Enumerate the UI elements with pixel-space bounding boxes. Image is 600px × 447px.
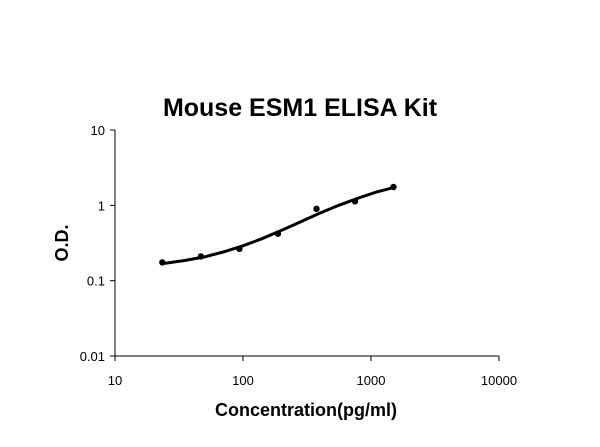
data-point [390,183,397,191]
tick-labels: 10 100 1000 10000 10 1 0.1 0.01 [80,123,517,388]
x-tick-label: 10000 [481,373,517,388]
fit-curve [162,186,394,266]
x-axis-label: Concentration(pg/ml) [215,400,397,420]
x-tick-label: 10 [108,373,122,388]
x-tick-label: 1000 [357,373,386,388]
data-point [274,230,282,237]
data-point [159,259,166,266]
y-tick-label: 0.1 [87,274,105,289]
y-axis-label: O.D. [52,224,72,261]
data-point [236,245,243,252]
y-tick-label: 1 [98,198,105,213]
y-tick-label: 0.01 [80,349,105,364]
data-points [159,183,397,266]
data-point [197,253,205,260]
data-point [313,205,320,212]
chart-title: Mouse ESM1 ELISA Kit [163,94,438,122]
x-tick-label: 100 [232,373,254,388]
axes [114,130,499,357]
y-tick-label: 10 [91,123,105,138]
axis-ticks [110,129,500,361]
data-point [351,198,359,205]
